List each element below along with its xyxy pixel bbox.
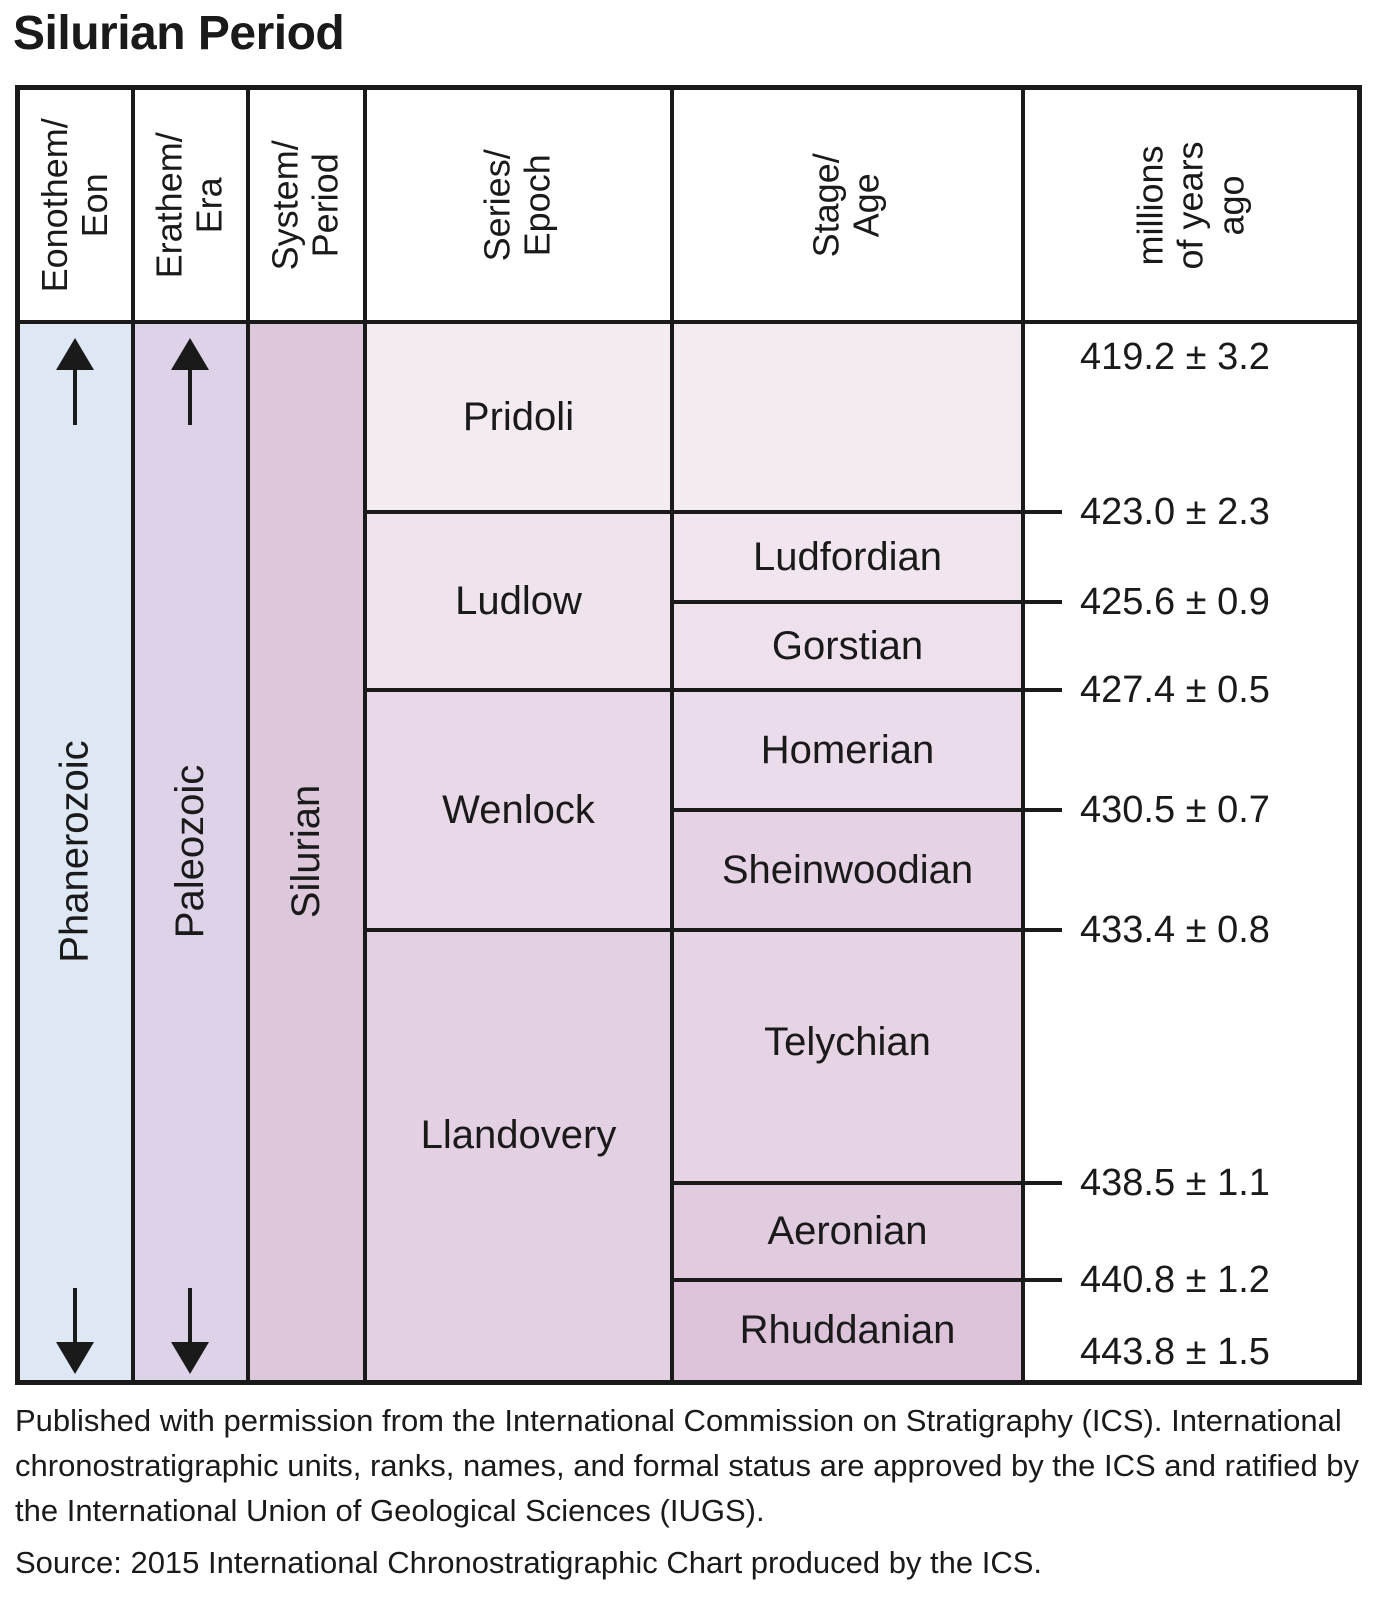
- arrow-stem: [188, 370, 192, 425]
- arrow-head: [171, 1342, 209, 1374]
- stage-cell-ludfordian: [674, 512, 1021, 602]
- arrow-stem: [73, 370, 77, 425]
- series-label-llandovery: Llandovery: [420, 1112, 617, 1157]
- stage-label-gorstian: Gorstian: [771, 623, 924, 668]
- era-continues-up-arrow-icon: [170, 338, 210, 425]
- era-column-fill: [135, 322, 246, 1380]
- boundary-line-433: [363, 928, 1062, 932]
- boundary-line-440: [670, 1278, 1062, 1282]
- grid-line-stage-mya: [1021, 90, 1025, 1380]
- arrow-head: [171, 338, 209, 370]
- boundary-line-425: [670, 600, 1062, 604]
- boundary-line-438: [670, 1181, 1062, 1185]
- permission-note: Published with permission from the Inter…: [15, 1403, 1360, 1528]
- column-header-eon: Eonothem/Eon: [20, 90, 131, 320]
- stage-cell-rhuddanian: [674, 1280, 1021, 1380]
- age-label-425: 425.6 ± 0.9: [1080, 580, 1270, 623]
- stage-label-rhuddanian: Rhuddanian: [739, 1307, 956, 1352]
- header-line: of years: [1170, 140, 1212, 270]
- eon-label-container: Phanerozoic: [20, 322, 131, 1380]
- header-line: Period: [305, 152, 347, 258]
- header-line: Eon: [74, 172, 116, 238]
- eon-continues-up-arrow-icon: [55, 338, 95, 425]
- boundary-line-430: [670, 808, 1062, 812]
- column-header-period: System/Period: [250, 90, 363, 320]
- stage-cell-homerian: [674, 690, 1021, 810]
- header-line: Eonothem/: [34, 117, 76, 293]
- grid-line-eon-era: [131, 90, 135, 1380]
- column-header-mya: millions of years ago: [1025, 90, 1358, 320]
- table-border: [15, 85, 1362, 1385]
- stage-label-homerian: Homerian: [760, 727, 935, 772]
- age-label-440: 440.8 ± 1.2: [1080, 1258, 1270, 1301]
- period-label-container: Silurian: [250, 322, 363, 1380]
- grid-line-era-period: [246, 90, 250, 1380]
- series-label-pridoli: Pridoli: [462, 394, 575, 439]
- eon-column-fill: [20, 322, 131, 1380]
- column-header-series: Series/Epoch: [367, 90, 670, 320]
- period-label: Silurian: [284, 784, 328, 918]
- grid-line-header-bottom: [19, 320, 1358, 324]
- stage-cell-gorstian: [674, 602, 1021, 690]
- era-label: Paleozoic: [168, 764, 212, 938]
- header-line: Erathem/: [149, 131, 191, 279]
- grid-line-series-stage: [670, 90, 674, 1380]
- stage-cell-aeronian: [674, 1183, 1021, 1280]
- page-title: Silurian Period: [13, 7, 345, 60]
- header-line: Series/: [477, 148, 519, 262]
- stage-cell-telychian: [674, 930, 1021, 1183]
- age-label-430: 430.5 ± 0.7: [1080, 788, 1270, 831]
- stage-cell-pridoli-empty: [674, 322, 1021, 512]
- era-label-container: Paleozoic: [135, 322, 246, 1380]
- stage-label-ludfordian: Ludfordian: [752, 534, 943, 579]
- age-label-419: 419.2 ± 3.2: [1080, 335, 1270, 378]
- boundary-line-427: [363, 688, 1062, 692]
- source-note: Source: 2015 International Chronostratig…: [15, 1545, 1043, 1580]
- period-column-fill: [250, 322, 363, 1380]
- series-cell-llandovery: [367, 930, 670, 1380]
- series-cell-wenlock: [367, 690, 670, 930]
- series-label-ludlow: Ludlow: [455, 578, 582, 623]
- boundary-line-423: [363, 510, 1062, 514]
- arrow-head: [56, 338, 94, 370]
- header-line: Stage/: [806, 152, 848, 258]
- header-line: millions: [1130, 144, 1172, 266]
- eon-label: Phanerozoic: [53, 739, 97, 963]
- stage-label-sheinwoodian: Sheinwoodian: [721, 847, 974, 892]
- header-line: System/: [265, 139, 307, 271]
- arrow-head: [56, 1342, 94, 1374]
- arrow-stem: [73, 1288, 77, 1342]
- stage-label-aeronian: Aeronian: [767, 1209, 928, 1253]
- grid-line-period-series: [363, 90, 367, 1380]
- column-header-stage: Stage/Age: [674, 90, 1021, 320]
- stage-label-telychian: Telychian: [764, 1020, 931, 1064]
- header-line: Era: [189, 176, 231, 234]
- age-label-443: 443.8 ± 1.5: [1080, 1330, 1270, 1373]
- age-label-433: 433.4 ± 0.8: [1080, 908, 1270, 951]
- age-label-438: 438.5 ± 1.1: [1080, 1161, 1270, 1204]
- header-line: Age: [846, 172, 888, 238]
- header-line: Epoch: [517, 153, 559, 257]
- arrow-stem: [188, 1288, 192, 1342]
- header-line: ago: [1210, 174, 1252, 236]
- eon-continues-down-arrow-icon: [55, 1288, 95, 1374]
- series-label-wenlock: Wenlock: [442, 787, 595, 832]
- age-label-427: 427.4 ± 0.5: [1080, 668, 1270, 711]
- age-label-423: 423.0 ± 2.3: [1080, 490, 1270, 533]
- era-continues-down-arrow-icon: [170, 1288, 210, 1374]
- series-cell-pridoli: [367, 322, 670, 512]
- column-header-era: Erathem/Era: [135, 90, 246, 320]
- series-cell-ludlow: [367, 512, 670, 690]
- stage-cell-sheinwoodian: [674, 810, 1021, 930]
